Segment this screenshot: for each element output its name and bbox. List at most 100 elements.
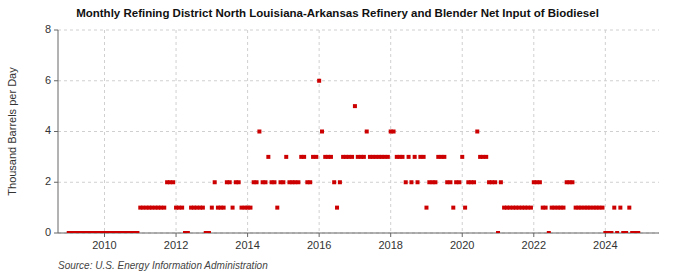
point	[499, 180, 503, 184]
point	[463, 206, 467, 210]
point	[416, 180, 420, 184]
point	[529, 206, 533, 210]
point	[618, 206, 622, 210]
point	[600, 206, 604, 210]
x-grid-line	[247, 30, 248, 233]
point	[180, 206, 184, 210]
point	[350, 155, 354, 159]
point	[335, 206, 339, 210]
point	[544, 206, 548, 210]
point	[314, 155, 318, 159]
point	[448, 180, 452, 184]
point	[612, 206, 616, 210]
x-tick	[605, 233, 606, 237]
x-grid-line	[104, 30, 105, 233]
x-tick	[319, 233, 320, 237]
point	[171, 180, 175, 184]
x-grid-line	[605, 30, 606, 233]
y-tick	[54, 30, 58, 31]
points	[67, 79, 641, 233]
point	[162, 206, 166, 210]
x-tick	[104, 233, 105, 237]
x-tick	[390, 233, 391, 237]
x-grid-line	[176, 30, 177, 233]
y-tick	[54, 80, 58, 81]
x-tick	[462, 233, 463, 237]
point	[186, 231, 190, 233]
x-tick-label: 2014	[235, 239, 259, 251]
y-grid-line	[58, 80, 659, 81]
point	[257, 130, 261, 134]
title: Monthly Refining District North Louisian…	[76, 7, 599, 19]
point	[392, 130, 396, 134]
x-grid-line	[533, 30, 534, 233]
point	[329, 155, 333, 159]
x-tick-label: 2018	[378, 239, 402, 251]
x-grid-line	[319, 30, 320, 233]
point	[275, 206, 279, 210]
point	[302, 155, 306, 159]
y-tick-label: 2	[45, 175, 51, 187]
y-grid-line	[58, 30, 659, 31]
x-tick	[247, 233, 248, 237]
point	[308, 180, 312, 184]
point	[538, 180, 542, 184]
point	[266, 155, 270, 159]
y-grid-line	[58, 131, 659, 132]
point	[365, 130, 369, 134]
point	[401, 155, 405, 159]
x-grid-line	[462, 30, 463, 233]
point	[237, 180, 241, 184]
y-axis-line	[58, 30, 59, 233]
point	[422, 155, 426, 159]
y-tick	[54, 131, 58, 132]
chart-container: 0246820102012201420162018202020222024Mon…	[0, 0, 675, 275]
y-tick-label: 4	[45, 124, 51, 136]
axes: 0246820102012201420162018202020222024	[45, 23, 659, 251]
point	[636, 231, 640, 233]
annotation: Source: U.S. Energy Information Administ…	[58, 260, 268, 271]
point	[338, 180, 342, 184]
grid	[58, 30, 659, 233]
y-tick	[54, 182, 58, 183]
x-tick-label: 2022	[522, 239, 546, 251]
point	[320, 130, 324, 134]
point	[627, 206, 631, 210]
point	[263, 180, 267, 184]
y-axis-label: Thousand Barrels per Day	[6, 67, 18, 196]
point	[213, 180, 217, 184]
point	[201, 206, 205, 210]
point	[484, 155, 488, 159]
point	[413, 155, 417, 159]
point	[222, 206, 226, 210]
point	[231, 206, 235, 210]
x-tick-label: 2012	[164, 239, 188, 251]
x-tick-label: 2010	[92, 239, 116, 251]
x-tick	[533, 233, 534, 237]
chart-svg: 0246820102012201420162018202020222024Mon…	[0, 0, 675, 275]
point	[386, 155, 390, 159]
x-tick	[176, 233, 177, 237]
x-tick-label: 2024	[593, 239, 617, 251]
point	[210, 206, 214, 210]
point	[615, 231, 619, 233]
point	[424, 206, 428, 210]
point	[296, 180, 300, 184]
point	[317, 79, 321, 83]
x-tick-label: 2020	[450, 239, 474, 251]
y-tick-label: 0	[45, 226, 51, 238]
point	[496, 231, 500, 233]
point	[207, 231, 211, 233]
point	[332, 180, 336, 184]
point	[135, 231, 139, 233]
point	[433, 180, 437, 184]
point	[493, 180, 497, 184]
y-tick-label: 6	[45, 74, 51, 86]
x-tick-label: 2016	[307, 239, 331, 251]
point	[409, 180, 413, 184]
point	[284, 155, 288, 159]
point	[442, 155, 446, 159]
y-grid-line	[58, 233, 659, 234]
point	[228, 180, 232, 184]
point	[362, 155, 366, 159]
